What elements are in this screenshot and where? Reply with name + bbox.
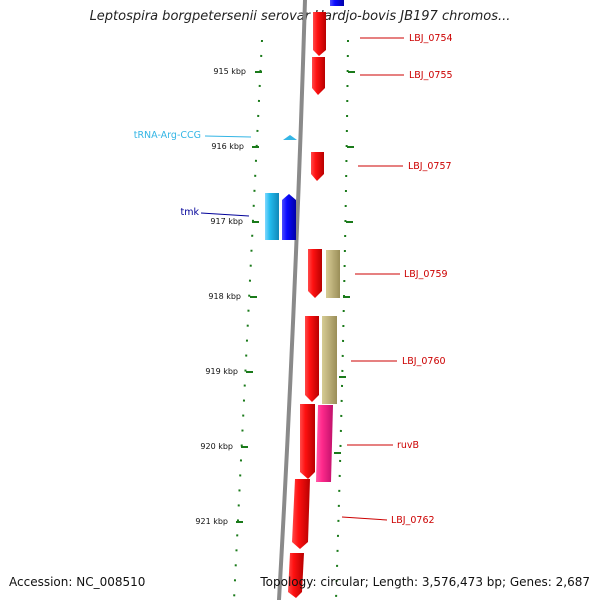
label-lbj-0760: LBJ_0760 bbox=[402, 356, 446, 367]
label-connectors bbox=[200, 37, 404, 521]
scale-ticks bbox=[236, 71, 355, 523]
gene-cyan[interactable] bbox=[265, 193, 279, 240]
gene-lbj-0757[interactable] bbox=[311, 152, 324, 181]
right-tick-track bbox=[335, 39, 349, 600]
gene-lbj-0762[interactable] bbox=[292, 479, 310, 549]
gene-lbj-0759[interactable] bbox=[308, 249, 322, 298]
genome-summary-text: Topology: circular; Length: 3,576,473 bp… bbox=[260, 575, 590, 589]
gene-top-blue[interactable] bbox=[330, 0, 344, 6]
scale-label-921: 921 kbp bbox=[195, 517, 228, 526]
scale-label-917: 917 kbp bbox=[210, 217, 243, 226]
scale-label-920: 920 kbp bbox=[200, 442, 233, 451]
gene-ruvb[interactable] bbox=[316, 405, 333, 482]
gene-lbj-0755[interactable] bbox=[312, 57, 325, 95]
label-tmk: tmk bbox=[181, 207, 200, 218]
scale-label-918: 918 kbp bbox=[208, 292, 241, 301]
gene-lbj-0760-tan[interactable] bbox=[322, 316, 337, 404]
gene-lbj-0759-tan[interactable] bbox=[326, 250, 340, 298]
gene-trna-arg-ccg[interactable] bbox=[283, 135, 297, 140]
label-trna-arg-ccg: tRNA-Arg-CCG bbox=[134, 130, 201, 141]
gene-tmk[interactable] bbox=[282, 194, 296, 240]
label-ruvb: ruvB bbox=[397, 440, 419, 451]
gene-bottom-red[interactable] bbox=[288, 553, 304, 598]
scale-label-919: 919 kbp bbox=[205, 367, 238, 376]
scale-label-915: 915 kbp bbox=[213, 67, 246, 76]
label-lbj-0757: LBJ_0757 bbox=[408, 161, 452, 172]
label-lbj-0755: LBJ_0755 bbox=[409, 70, 453, 81]
label-lbj-0759: LBJ_0759 bbox=[404, 269, 448, 280]
map-title: Leptospira borgpetersenii serovar Hardjo… bbox=[89, 9, 511, 24]
backbone-arc bbox=[277, 0, 307, 600]
label-lbj-0754: LBJ_0754 bbox=[409, 33, 453, 44]
left-tick-track bbox=[233, 39, 263, 600]
gene-lbj-0754[interactable] bbox=[313, 12, 326, 56]
accession-text: Accession: NC_008510 bbox=[9, 575, 146, 589]
gene-lbj-0760[interactable] bbox=[305, 316, 319, 402]
label-lbj-0762: LBJ_0762 bbox=[391, 515, 435, 526]
scale-label-916: 916 kbp bbox=[211, 142, 244, 151]
gene-ruvb-red[interactable] bbox=[300, 404, 315, 479]
